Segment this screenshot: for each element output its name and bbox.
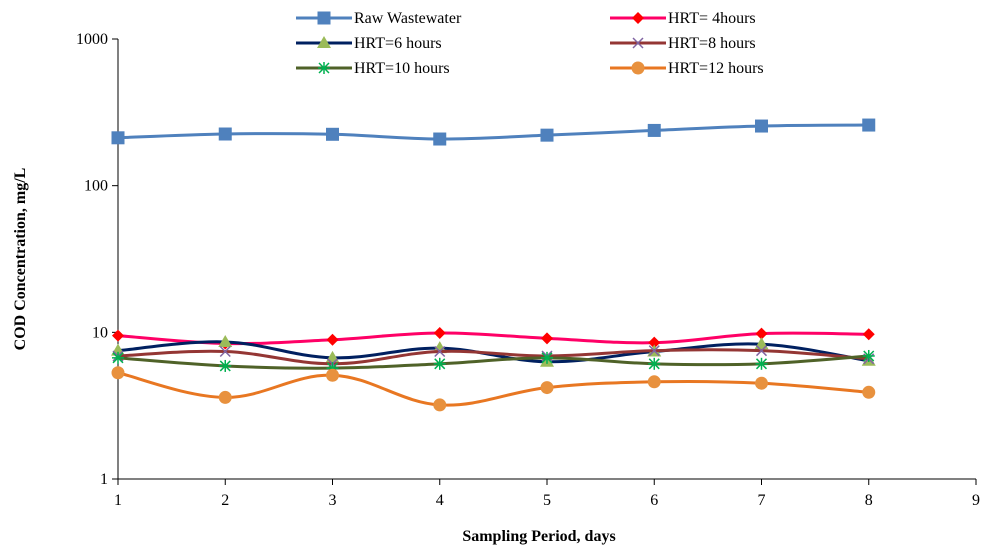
legend-label: HRT=10 hours	[354, 60, 450, 77]
data-point	[112, 329, 124, 342]
data-point	[218, 334, 233, 347]
data-point	[218, 390, 232, 404]
series-line	[117, 354, 869, 370]
data-point	[648, 336, 661, 349]
y-ticks: 1 10 100 1000	[76, 31, 118, 488]
series-line	[117, 340, 869, 364]
data-point	[111, 366, 125, 380]
data-point	[862, 328, 875, 341]
axes	[117, 39, 976, 480]
series-line	[117, 123, 869, 141]
x-tick-label: 9	[972, 492, 980, 509]
legend-item: HRT=10 hours	[296, 60, 450, 77]
legend-item: HRT=6 hours	[296, 35, 442, 52]
legend: Raw Wastewater HRT= 4hours HRT=6 hours HRT=…	[296, 10, 764, 77]
x-tick-label: 2	[221, 492, 229, 509]
data-point	[111, 131, 125, 145]
data-point	[755, 376, 768, 390]
data-point	[862, 385, 876, 399]
legend-label: HRT= 4hours	[668, 10, 756, 27]
legend-marker	[632, 37, 644, 49]
series-0	[111, 118, 876, 146]
data-point	[755, 345, 768, 357]
x-axis-title: Sampling Period, days	[462, 528, 615, 545]
series-5	[111, 366, 876, 412]
x-tick-label: 1	[114, 492, 122, 509]
legend-label: Raw Wastewater	[354, 10, 462, 27]
data-point	[541, 351, 553, 364]
data-point	[647, 375, 661, 389]
legend-marker	[632, 12, 644, 24]
x-tick-label: 3	[329, 492, 337, 509]
x-ticks: 1 2 3 4 5 6 7 8 9	[114, 479, 980, 509]
legend-marker	[317, 36, 331, 48]
legend-marker	[318, 62, 330, 74]
data-point	[862, 349, 875, 362]
data-point	[540, 128, 554, 142]
data-point	[326, 368, 339, 382]
x-tick-label: 5	[543, 492, 551, 509]
data-point	[541, 332, 553, 345]
data-point	[540, 381, 554, 395]
x-tick-label: 4	[436, 492, 444, 509]
series-layer	[111, 118, 876, 412]
legend-marker	[631, 61, 645, 75]
x-tick-label: 6	[650, 492, 658, 509]
data-point	[755, 327, 768, 340]
legend-label: HRT=12 hours	[668, 60, 764, 77]
series-line	[117, 348, 869, 366]
data-point	[326, 127, 339, 141]
series-4	[112, 349, 875, 375]
data-point	[219, 359, 232, 372]
data-point	[648, 357, 661, 370]
data-point	[433, 132, 447, 146]
data-point	[112, 351, 124, 364]
data-point	[862, 118, 876, 132]
legend-item: HRT= 4hours	[610, 10, 756, 27]
x-tick-label: 7	[758, 492, 766, 509]
y-tick-label: 1	[100, 471, 108, 488]
x-tick-label: 8	[865, 492, 873, 509]
legend-item: HRT=12 hours	[610, 60, 764, 77]
y-tick-label: 10	[92, 324, 108, 341]
y-tick-label: 1000	[76, 31, 108, 48]
data-point	[755, 357, 768, 370]
y-tick-label: 100	[84, 178, 108, 195]
legend-item: Raw Wastewater	[296, 10, 462, 27]
legend-label: HRT=6 hours	[354, 35, 442, 52]
data-point	[433, 326, 446, 339]
data-point	[755, 119, 768, 133]
data-point	[647, 123, 661, 137]
legend-marker	[317, 11, 331, 25]
series-line	[117, 371, 869, 407]
data-point	[326, 333, 339, 346]
data-point	[219, 345, 231, 358]
data-point	[648, 345, 660, 357]
data-point	[433, 398, 447, 412]
data-point	[218, 127, 232, 141]
y-axis-title: COD Concentration, mg/L	[12, 168, 29, 351]
data-point	[433, 357, 446, 370]
data-point	[434, 345, 446, 358]
legend-item: HRT=8 hours	[610, 35, 756, 52]
legend-label: HRT=8 hours	[668, 35, 756, 52]
